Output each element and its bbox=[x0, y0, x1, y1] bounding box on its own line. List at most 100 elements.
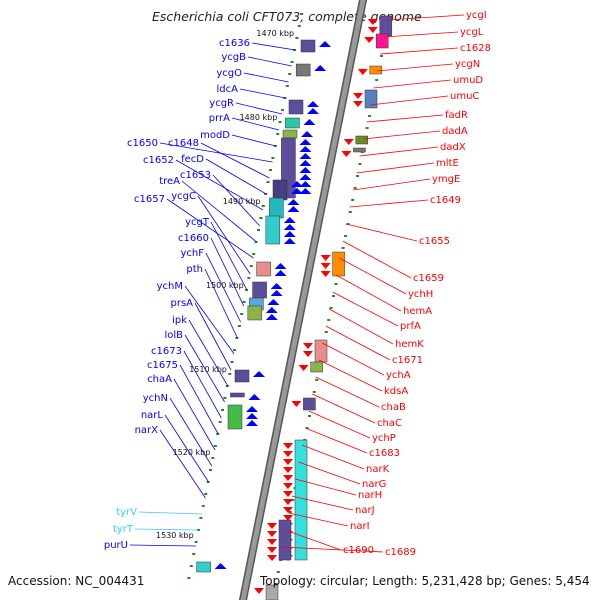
reverse-arrow bbox=[283, 507, 293, 513]
gene-label-left: ipk bbox=[172, 315, 187, 326]
leader-line-right bbox=[325, 325, 391, 361]
reverse-arrow bbox=[343, 139, 354, 145]
leader-line-right bbox=[366, 114, 444, 123]
gene-label-right: c1649 bbox=[430, 195, 461, 206]
gene-label-right: ychH bbox=[408, 289, 433, 300]
kbp-label: 1530 kbp bbox=[156, 531, 194, 540]
leader-line-left bbox=[134, 528, 200, 531]
leader-line-left bbox=[235, 102, 283, 115]
leader-line-right bbox=[363, 130, 441, 140]
kbp-label: 1470 kbp bbox=[256, 29, 294, 38]
map-title: Escherichia coli CFT073, complete genome bbox=[152, 9, 422, 24]
reverse-arrow bbox=[303, 351, 313, 357]
leader-line-right bbox=[318, 359, 383, 392]
gene-label-left: ldcA bbox=[217, 84, 239, 95]
forward-arrow bbox=[307, 108, 319, 114]
forward-arrow bbox=[248, 394, 261, 400]
gene-label-right: chaB bbox=[381, 402, 406, 413]
gene-label-left: c1660 bbox=[178, 233, 209, 244]
reverse-gene-box bbox=[278, 519, 292, 561]
reverse-arrow bbox=[320, 271, 331, 277]
leader-line-right bbox=[305, 427, 368, 454]
reverse-arrow bbox=[303, 343, 313, 349]
reverse-arrow bbox=[364, 37, 375, 43]
gene-label-left: narX bbox=[135, 425, 159, 436]
leader-line-right bbox=[349, 199, 429, 208]
forward-arrow bbox=[291, 181, 303, 187]
reverse-gene-box bbox=[314, 339, 328, 363]
leader-line-left bbox=[166, 198, 254, 259]
reverse-gene-box bbox=[265, 584, 279, 600]
gene-label-left: ycgR bbox=[209, 98, 234, 109]
reverse-arrow bbox=[283, 475, 293, 481]
leader-line-right bbox=[281, 546, 384, 553]
reverse-gene-box bbox=[355, 135, 369, 145]
leader-line-right bbox=[308, 410, 371, 439]
gene-label-right: dadA bbox=[442, 126, 468, 137]
reverse-arrow bbox=[320, 255, 331, 261]
gene-label-left: prsA bbox=[170, 298, 193, 309]
reverse-arrow bbox=[267, 547, 277, 553]
leader-line-left bbox=[205, 158, 267, 195]
leader-line-left bbox=[200, 142, 270, 179]
kbp-label: 1500 kbp bbox=[206, 281, 244, 290]
forward-gene-box bbox=[256, 261, 271, 277]
forward-arrow bbox=[299, 181, 312, 187]
forward-gene-box bbox=[234, 369, 250, 383]
forward-arrow bbox=[291, 188, 303, 194]
gene-label-right: kdsA bbox=[384, 386, 408, 397]
reverse-gene-box bbox=[310, 361, 323, 373]
leader-line-right bbox=[284, 529, 342, 551]
leader-line-left bbox=[231, 134, 276, 147]
forward-arrow bbox=[307, 101, 319, 107]
reverse-arrow bbox=[283, 467, 293, 473]
leader-line-left bbox=[173, 378, 216, 451]
gene-label-left: purU bbox=[104, 540, 128, 551]
forward-arrow bbox=[283, 217, 296, 223]
reverse-gene-box bbox=[369, 65, 383, 75]
gene-label-right: c1628 bbox=[460, 43, 491, 54]
forward-arrow bbox=[299, 188, 312, 194]
leader-line-right bbox=[346, 223, 418, 242]
gene-label-left: c1652 bbox=[143, 155, 174, 166]
forward-arrow bbox=[267, 299, 280, 305]
reverse-gene-box bbox=[379, 15, 393, 37]
backbone-axis bbox=[240, 0, 366, 600]
forward-arrow bbox=[283, 224, 296, 230]
leader-line-right bbox=[329, 308, 394, 345]
leader-line-right bbox=[369, 95, 449, 106]
leader-line-right bbox=[383, 31, 459, 38]
leader-line-left bbox=[251, 42, 296, 51]
gene-label-left: c1673 bbox=[151, 346, 182, 357]
gene-label-left: ychM bbox=[157, 281, 183, 292]
gene-label-right: fadR bbox=[445, 110, 468, 121]
forward-arrow bbox=[299, 153, 312, 159]
leader-line-left bbox=[204, 268, 238, 339]
gene-label-left: modD bbox=[200, 130, 230, 141]
leader-line-left bbox=[212, 174, 261, 227]
kbp-label: 1490 kbp bbox=[223, 197, 261, 206]
leader-line-left bbox=[129, 544, 196, 547]
reverse-arrow bbox=[283, 483, 293, 489]
gene-label-left: chaA bbox=[147, 374, 172, 385]
leader-line-left bbox=[247, 56, 292, 67]
gene-label-right: hemA bbox=[403, 306, 432, 317]
reverse-gene-box bbox=[303, 397, 316, 411]
gene-label-right: narH bbox=[358, 490, 382, 501]
gene-label-left: lolB bbox=[164, 330, 183, 341]
leader-line-left bbox=[231, 117, 280, 131]
gene-label-right: ycgL bbox=[460, 27, 484, 38]
leader-line-right bbox=[356, 162, 435, 174]
kbp-label: 1520 kbp bbox=[173, 448, 211, 457]
gene-label-left: ycgC bbox=[171, 191, 196, 202]
gene-label-right: narG bbox=[362, 479, 386, 490]
gene-label-right: c1659 bbox=[413, 273, 444, 284]
gene-label-left: ychN bbox=[143, 393, 168, 404]
forward-arrow bbox=[270, 283, 283, 289]
leader-line-right bbox=[301, 444, 365, 470]
reverse-gene-box bbox=[294, 439, 308, 561]
leader-line-left bbox=[210, 221, 248, 291]
leader-line-right bbox=[342, 240, 412, 279]
gene-label-right: c1655 bbox=[419, 236, 450, 247]
leader-line-right bbox=[359, 146, 439, 157]
